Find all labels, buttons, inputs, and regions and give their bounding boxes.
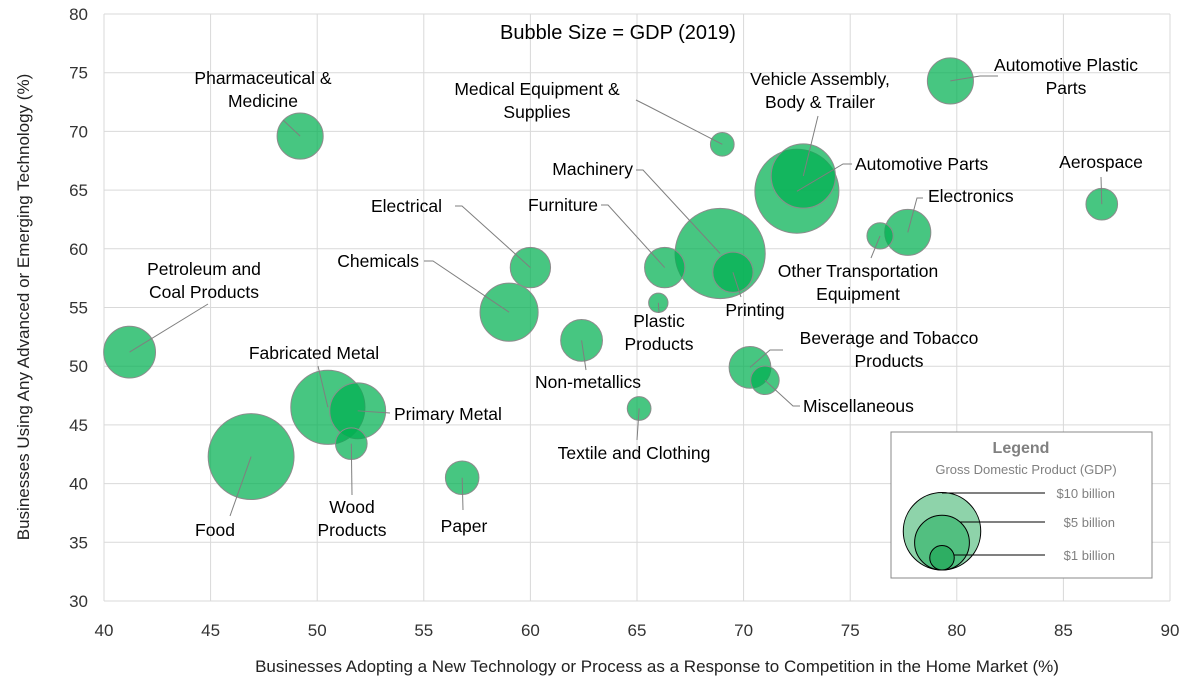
- bubble-label: Electrical: [371, 196, 442, 216]
- x-axis-ticks: 40 45 50 55 60 65 70 75 80 85 90: [95, 621, 1180, 640]
- bubble-label: Petroleum and: [147, 259, 261, 279]
- y-tick-label: 50: [69, 357, 88, 376]
- y-axis-title: Businesses Using Any Advanced or Emergin…: [14, 74, 33, 541]
- bubble-labels: Automotive Plastic Parts Vehicle Assembly,…: [129, 55, 1143, 540]
- leader-line: [636, 408, 640, 441]
- bubble-label: Products: [854, 351, 923, 371]
- legend-title: Legend: [993, 440, 1050, 457]
- bubble-label: Body & Trailer: [765, 92, 875, 112]
- leader-line: [950, 75, 998, 82]
- bubble-label: Paper: [441, 516, 488, 536]
- legend-label: $5 billion: [1064, 515, 1115, 530]
- leader-line: [601, 204, 666, 268]
- leader-line: [129, 303, 209, 353]
- bubble-label: Electronics: [928, 186, 1014, 206]
- y-tick-label: 75: [69, 64, 88, 83]
- bubble-label: Pharmaceutical &: [194, 68, 331, 88]
- bubble-label: Printing: [725, 300, 784, 320]
- y-tick-label: 60: [69, 240, 88, 259]
- bubble-label: Textile and Clothing: [558, 443, 711, 463]
- leader-line: [357, 410, 391, 414]
- chart-title: Bubble Size = GDP (2019): [500, 22, 736, 44]
- bubble-label: Fabricated Metal: [249, 343, 379, 363]
- x-axis-title: Businesses Adopting a New Technology or …: [255, 657, 1059, 676]
- bubble-label: Medical Equipment &: [454, 79, 620, 99]
- leader-line: [350, 443, 353, 496]
- leader-line: [424, 260, 510, 313]
- leader-line: [317, 365, 329, 408]
- bubble-automotive-plastic-parts: [926, 57, 974, 105]
- leader-line: [1100, 176, 1103, 205]
- bubble-label: Beverage and Tobacco: [800, 328, 979, 348]
- bubble-label: Other Transportation: [778, 261, 939, 281]
- leader-line: [802, 115, 819, 177]
- leader-line: [455, 205, 531, 268]
- x-tick-label: 80: [947, 621, 966, 640]
- bubble-chemicals: [479, 282, 539, 342]
- leader-line: [229, 456, 252, 517]
- y-tick-label: 55: [69, 299, 88, 318]
- y-axis-ticks: 30 35 40 45 50 55 60 65 70 75 80: [69, 5, 88, 611]
- x-tick-label: 60: [521, 621, 540, 640]
- bubble-label: Products: [624, 334, 693, 354]
- y-tick-label: 70: [69, 122, 88, 141]
- bubble-textile-and-clothing: [626, 396, 652, 421]
- leader-line: [796, 163, 852, 192]
- bubble-label: Aerospace: [1059, 152, 1143, 172]
- bubble-label: Automotive Parts: [855, 154, 988, 174]
- legend-circle: [929, 545, 955, 571]
- leader-line: [635, 99, 723, 145]
- legend: Legend Gross Domestic Product (GDP) $10 …: [890, 431, 1153, 579]
- bubble-label: Vehicle Assembly,: [750, 69, 890, 89]
- y-tick-label: 40: [69, 475, 88, 494]
- bubble-label: Plastic: [633, 311, 685, 331]
- leader-line: [657, 302, 660, 314]
- leader-line: [636, 169, 721, 254]
- bubbles: [103, 57, 1119, 501]
- x-tick-label: 50: [308, 621, 327, 640]
- x-tick-label: 65: [628, 621, 647, 640]
- bubble-label: Medicine: [228, 91, 298, 111]
- x-tick-label: 85: [1054, 621, 1073, 640]
- legend-items: $10 billion $5 billion $1 billion: [902, 486, 1115, 571]
- leader-line: [282, 119, 301, 137]
- x-tick-label: 45: [201, 621, 220, 640]
- leader-line: [461, 477, 464, 511]
- x-tick-label: 90: [1161, 621, 1180, 640]
- bubble-label: Food: [195, 520, 235, 540]
- leader-line: [749, 349, 783, 368]
- leader-line: [870, 235, 881, 259]
- bubble-label: Furniture: [528, 195, 598, 215]
- bubble-label: Non-metallics: [535, 372, 641, 392]
- y-tick-label: 45: [69, 416, 88, 435]
- bubble-label: Products: [317, 520, 386, 540]
- bubble-label: Chemicals: [337, 251, 419, 271]
- y-tick-label: 80: [69, 5, 88, 24]
- x-tick-label: 55: [414, 621, 433, 640]
- bubble-label: Automotive Plastic: [994, 55, 1138, 75]
- x-tick-label: 70: [734, 621, 753, 640]
- x-tick-label: 75: [841, 621, 860, 640]
- bubble-label: Coal Products: [149, 282, 259, 302]
- x-tick-label: 40: [95, 621, 114, 640]
- bubble-label: Primary Metal: [394, 404, 502, 424]
- legend-label: $1 billion: [1064, 548, 1115, 563]
- bubble-label: Wood: [329, 497, 374, 517]
- y-tick-label: 65: [69, 181, 88, 200]
- leader-line: [907, 197, 923, 233]
- legend-label: $10 billion: [1056, 486, 1115, 501]
- bubble-label: Machinery: [552, 159, 633, 179]
- bubble-label: Parts: [1046, 78, 1087, 98]
- y-tick-label: 30: [69, 592, 88, 611]
- bubble-label: Miscellaneous: [803, 396, 914, 416]
- bubble-label: Supplies: [503, 102, 570, 122]
- y-tick-label: 35: [69, 533, 88, 552]
- leader-line: [732, 272, 742, 298]
- leader-line: [764, 379, 800, 407]
- leader-line: [581, 340, 587, 371]
- bubble-label: Equipment: [816, 284, 900, 304]
- legend-subtitle: Gross Domestic Product (GDP): [935, 462, 1116, 477]
